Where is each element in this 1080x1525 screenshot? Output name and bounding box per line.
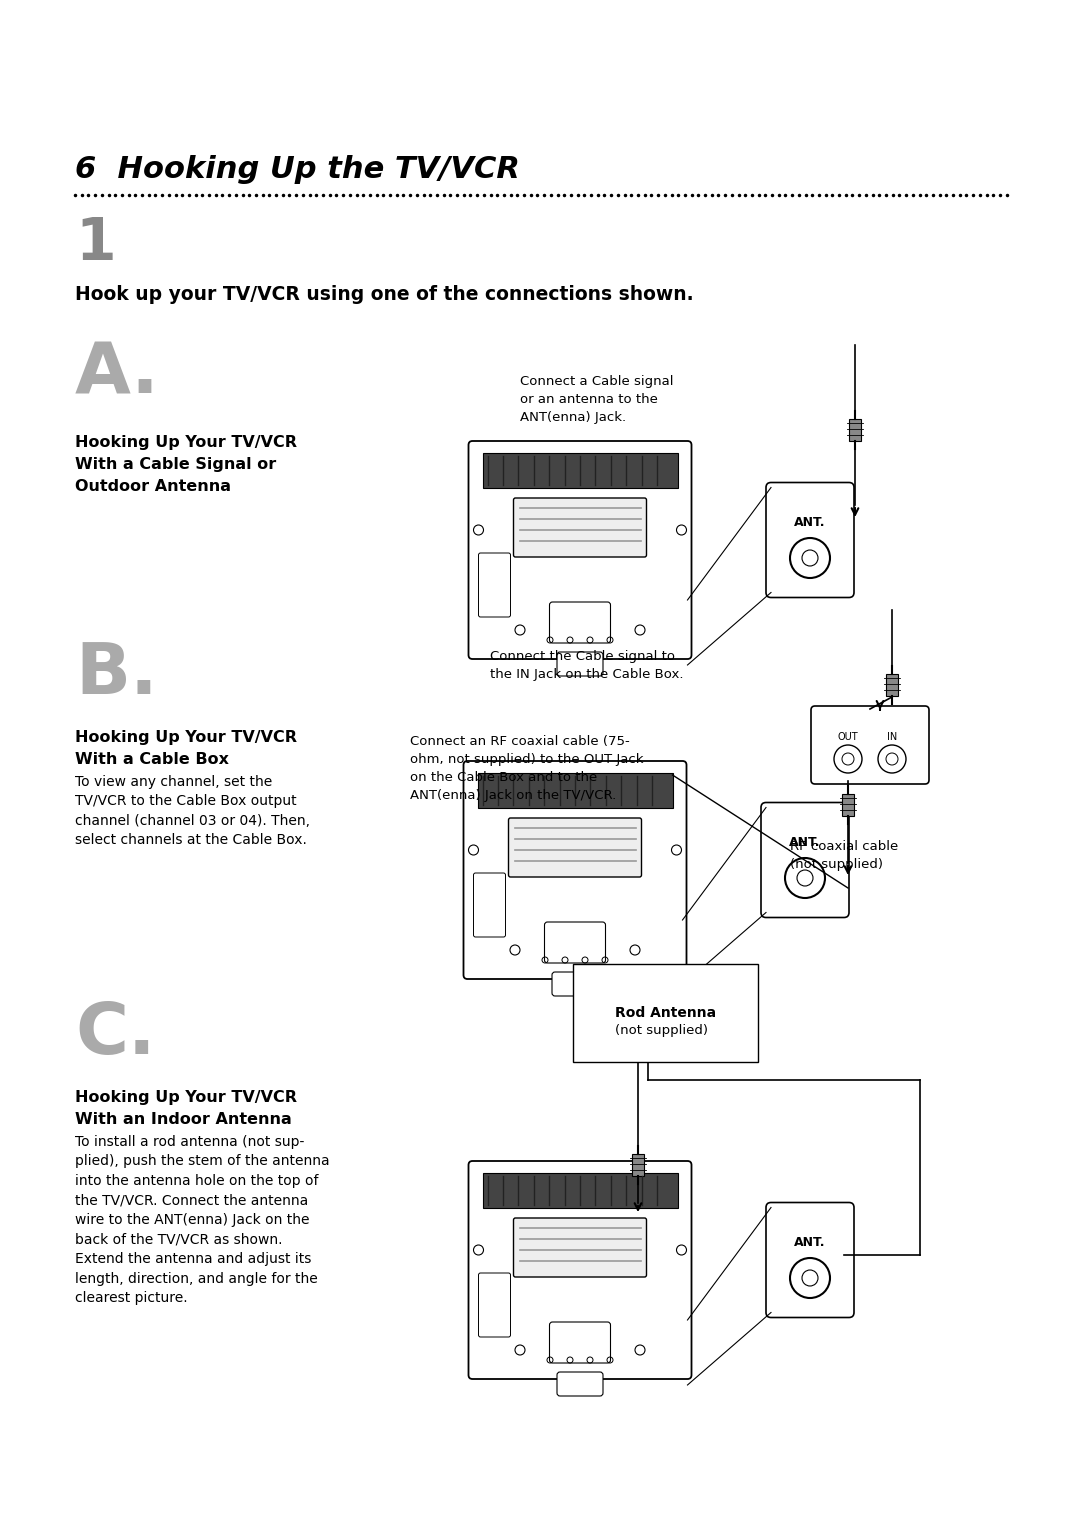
FancyBboxPatch shape bbox=[552, 971, 598, 996]
Text: Hooking Up Your TV/VCR
With a Cable Signal or
Outdoor Antenna: Hooking Up Your TV/VCR With a Cable Sign… bbox=[75, 435, 297, 494]
Text: ANT.: ANT. bbox=[794, 1235, 826, 1249]
FancyBboxPatch shape bbox=[473, 872, 505, 936]
FancyBboxPatch shape bbox=[469, 1161, 691, 1379]
Text: (not supplied): (not supplied) bbox=[615, 1023, 708, 1037]
FancyBboxPatch shape bbox=[550, 602, 610, 644]
Text: A.: A. bbox=[75, 340, 160, 409]
FancyBboxPatch shape bbox=[463, 761, 687, 979]
Text: Hooking Up Your TV/VCR
With a Cable Box: Hooking Up Your TV/VCR With a Cable Box bbox=[75, 730, 297, 767]
FancyBboxPatch shape bbox=[550, 1322, 610, 1363]
FancyBboxPatch shape bbox=[766, 482, 854, 598]
Text: 1: 1 bbox=[75, 215, 116, 271]
FancyBboxPatch shape bbox=[509, 817, 642, 877]
FancyBboxPatch shape bbox=[557, 653, 603, 676]
FancyBboxPatch shape bbox=[761, 802, 849, 918]
Text: To install a rod antenna (not sup-
plied), push the stem of the antenna
into the: To install a rod antenna (not sup- plied… bbox=[75, 1135, 329, 1305]
Text: Connect a Cable signal
or an antenna to the
ANT(enna) Jack.: Connect a Cable signal or an antenna to … bbox=[519, 375, 674, 424]
FancyBboxPatch shape bbox=[513, 499, 647, 557]
FancyBboxPatch shape bbox=[469, 441, 691, 659]
Bar bbox=[477, 773, 673, 808]
Text: OUT: OUT bbox=[838, 732, 859, 743]
FancyBboxPatch shape bbox=[478, 554, 511, 618]
Text: Hooking Up Your TV/VCR
With an Indoor Antenna: Hooking Up Your TV/VCR With an Indoor An… bbox=[75, 1090, 297, 1127]
Bar bbox=[483, 453, 677, 488]
Bar bbox=[483, 1173, 677, 1208]
Text: B.: B. bbox=[75, 640, 158, 709]
FancyBboxPatch shape bbox=[766, 1203, 854, 1318]
FancyBboxPatch shape bbox=[811, 706, 929, 784]
FancyBboxPatch shape bbox=[478, 1273, 511, 1337]
Text: C.: C. bbox=[75, 1000, 156, 1069]
Text: RF coaxial cable
(not supplied): RF coaxial cable (not supplied) bbox=[789, 840, 899, 871]
FancyBboxPatch shape bbox=[557, 1372, 603, 1395]
Text: Connect an RF coaxial cable (75-
ohm, not supplied) to the OUT Jack
on the Cable: Connect an RF coaxial cable (75- ohm, no… bbox=[410, 735, 644, 802]
Bar bbox=[886, 674, 897, 695]
Bar bbox=[842, 795, 854, 816]
Text: Connect the Cable signal to
the IN Jack on the Cable Box.: Connect the Cable signal to the IN Jack … bbox=[490, 650, 684, 682]
FancyBboxPatch shape bbox=[544, 923, 606, 962]
Text: To view any channel, set the
TV/VCR to the Cable Box output
channel (channel 03 : To view any channel, set the TV/VCR to t… bbox=[75, 775, 310, 848]
Bar bbox=[849, 419, 861, 441]
Bar bbox=[632, 1154, 644, 1176]
Text: Hook up your TV/VCR using one of the connections shown.: Hook up your TV/VCR using one of the con… bbox=[75, 285, 693, 303]
Text: IN: IN bbox=[887, 732, 897, 743]
FancyBboxPatch shape bbox=[513, 1218, 647, 1276]
Text: ANT.: ANT. bbox=[789, 836, 821, 848]
Text: ANT.: ANT. bbox=[794, 515, 826, 529]
Text: Rod Antenna: Rod Antenna bbox=[615, 1006, 716, 1020]
Text: 6  Hooking Up the TV/VCR: 6 Hooking Up the TV/VCR bbox=[75, 156, 519, 185]
